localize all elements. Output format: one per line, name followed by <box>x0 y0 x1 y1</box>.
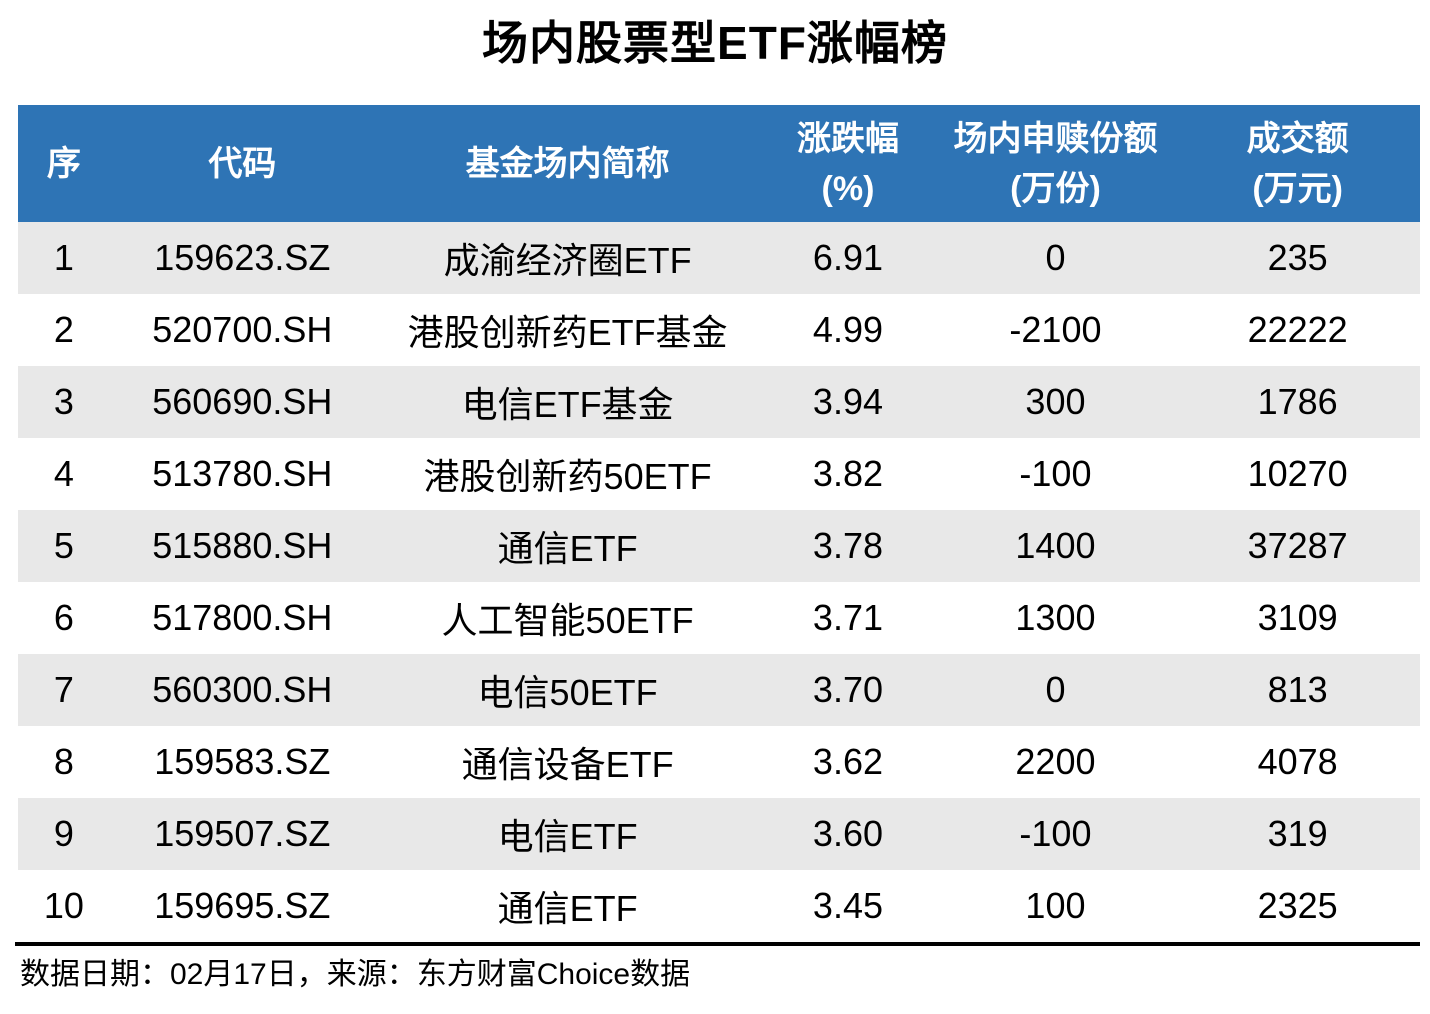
cell-subscription-shares: -2100 <box>1009 309 1102 350</box>
header-shares-line2: (万份) <box>1010 169 1101 208</box>
header-change-line2: (%) <box>821 169 875 208</box>
cell-code: 517800.SH <box>152 597 333 638</box>
cell-rank: 1 <box>53 237 74 278</box>
header-turnover-line1: 成交额 <box>1246 119 1349 158</box>
cell-code: 159695.SZ <box>154 885 331 926</box>
header-fund-name-label: 基金场内简称 <box>465 144 670 183</box>
cell-turnover: 235 <box>1267 237 1328 278</box>
cell-fund-name: 成渝经济圈ETF <box>443 240 692 281</box>
header-rank-label: 序 <box>46 144 81 183</box>
cell-change-pct: 3.45 <box>812 885 883 926</box>
cell-code: 159623.SZ <box>154 237 331 278</box>
cell-rank: 4 <box>53 453 74 494</box>
cell-fund-name: 通信ETF <box>497 888 638 929</box>
header-rank: 序 <box>18 105 110 222</box>
cell-fund-name: 港股创新药50ETF <box>423 456 712 497</box>
cell-rank: 2 <box>53 309 74 350</box>
cell-turnover: 22222 <box>1247 309 1348 350</box>
cell-code: 159507.SZ <box>154 813 331 854</box>
header-fund-name: 基金场内简称 <box>375 105 761 222</box>
cell-subscription-shares: 100 <box>1025 885 1086 926</box>
cell-change-pct: 3.60 <box>812 813 883 854</box>
cell-subscription-shares: -100 <box>1019 813 1092 854</box>
cell-turnover: 3109 <box>1257 597 1338 638</box>
cell-subscription-shares: 300 <box>1025 381 1086 422</box>
cell-subscription-shares: -100 <box>1019 453 1092 494</box>
cell-fund-name: 港股创新药ETF基金 <box>407 312 728 353</box>
table-row: 9 159507.SZ 电信ETF 3.60 -100 319 <box>18 798 1420 870</box>
cell-change-pct: 3.71 <box>812 597 883 638</box>
cell-rank: 10 <box>43 885 84 926</box>
cell-fund-name: 电信50ETF <box>477 672 658 713</box>
cell-turnover: 319 <box>1267 813 1328 854</box>
header-change-pct: 涨跌幅 (%) <box>760 105 935 222</box>
cell-rank: 9 <box>53 813 74 854</box>
cell-turnover: 10270 <box>1247 453 1348 494</box>
cell-change-pct: 3.78 <box>812 525 883 566</box>
header-turnover: 成交额 (万元) <box>1175 105 1420 222</box>
header-subscription-shares: 场内申赎份额 (万份) <box>936 105 1176 222</box>
cell-rank: 5 <box>53 525 74 566</box>
cell-fund-name: 通信设备ETF <box>461 744 674 785</box>
cell-code: 159583.SZ <box>154 741 331 782</box>
header-turnover-line2: (万元) <box>1252 169 1343 208</box>
table-row: 2 520700.SH 港股创新药ETF基金 4.99 -2100 22222 <box>18 294 1420 366</box>
header-shares-line1: 场内申赎份额 <box>953 119 1158 158</box>
cell-code: 515880.SH <box>152 525 333 566</box>
cell-change-pct: 4.99 <box>812 309 883 350</box>
cell-change-pct: 3.94 <box>812 381 883 422</box>
cell-turnover: 1786 <box>1257 381 1338 422</box>
footer-note: 数据日期：02月17日，来源：东方财富Choice数据 <box>15 942 1420 995</box>
cell-code: 513780.SH <box>152 453 333 494</box>
cell-turnover: 4078 <box>1257 741 1338 782</box>
cell-code: 560690.SH <box>152 381 333 422</box>
cell-rank: 8 <box>53 741 74 782</box>
footer-note-text: 数据日期：02月17日，来源：东方财富Choice数据 <box>20 958 691 991</box>
table-row: 7 560300.SH 电信50ETF 3.70 0 813 <box>18 654 1420 726</box>
cell-fund-name: 电信ETF基金 <box>461 384 674 425</box>
table-row: 1 159623.SZ 成渝经济圈ETF 6.91 0 235 <box>18 222 1420 294</box>
cell-subscription-shares: 0 <box>1045 669 1066 710</box>
cell-rank: 7 <box>53 669 74 710</box>
page-title: 场内股票型ETF涨幅榜 <box>482 17 948 69</box>
table-row: 5 515880.SH 通信ETF 3.78 1400 37287 <box>18 510 1420 582</box>
cell-subscription-shares: 1400 <box>1015 525 1096 566</box>
cell-code: 520700.SH <box>152 309 333 350</box>
cell-code: 560300.SH <box>152 669 333 710</box>
cell-turnover: 37287 <box>1247 525 1348 566</box>
page: 场内股票型ETF涨幅榜 序 代码 基金场内简称 涨跌幅 (%) 场内申赎份额 (… <box>0 14 1430 995</box>
cell-rank: 3 <box>53 381 74 422</box>
cell-fund-name: 电信ETF <box>497 816 638 857</box>
table-row: 4 513780.SH 港股创新药50ETF 3.82 -100 10270 <box>18 438 1420 510</box>
table-header-row: 序 代码 基金场内简称 涨跌幅 (%) 场内申赎份额 (万份) 成交额 (万元) <box>18 105 1420 222</box>
table-row: 8 159583.SZ 通信设备ETF 3.62 2200 4078 <box>18 726 1420 798</box>
cell-fund-name: 通信ETF <box>497 528 638 569</box>
cell-subscription-shares: 0 <box>1045 237 1066 278</box>
table-row: 3 560690.SH 电信ETF基金 3.94 300 1786 <box>18 366 1420 438</box>
cell-fund-name: 人工智能50ETF <box>441 600 694 641</box>
header-code: 代码 <box>110 105 375 222</box>
cell-turnover: 813 <box>1267 669 1328 710</box>
cell-turnover: 2325 <box>1257 885 1338 926</box>
cell-change-pct: 3.82 <box>812 453 883 494</box>
cell-change-pct: 3.70 <box>812 669 883 710</box>
cell-subscription-shares: 2200 <box>1015 741 1096 782</box>
cell-change-pct: 3.62 <box>812 741 883 782</box>
table-row: 10 159695.SZ 通信ETF 3.45 100 2325 <box>18 870 1420 942</box>
table-row: 6 517800.SH 人工智能50ETF 3.71 1300 3109 <box>18 582 1420 654</box>
cell-subscription-shares: 1300 <box>1015 597 1096 638</box>
header-change-line1: 涨跌幅 <box>796 119 899 158</box>
etf-gainers-table: 序 代码 基金场内简称 涨跌幅 (%) 场内申赎份额 (万份) 成交额 (万元)… <box>18 105 1420 942</box>
header-code-label: 代码 <box>208 144 277 183</box>
cell-change-pct: 6.91 <box>812 237 883 278</box>
cell-rank: 6 <box>53 597 74 638</box>
